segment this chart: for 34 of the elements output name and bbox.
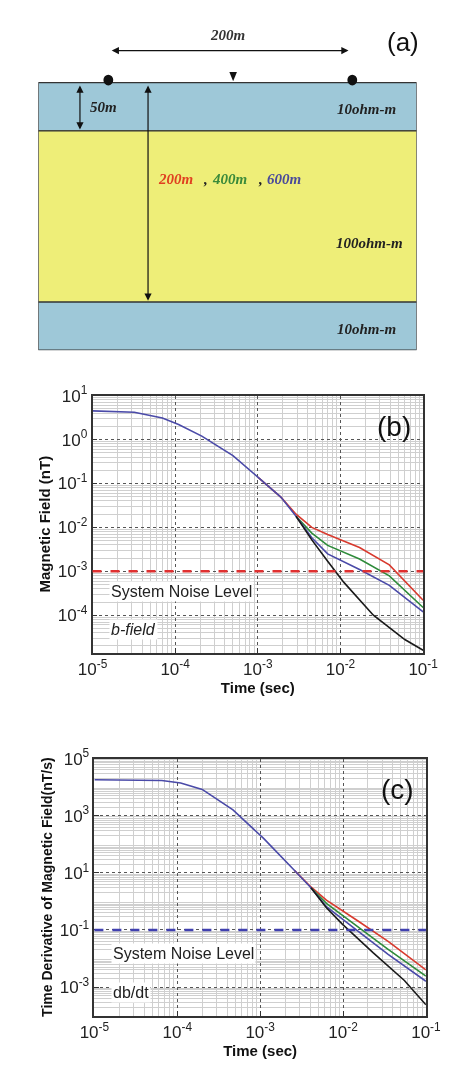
y-tick-label: 10$^{3}$ [63, 803, 90, 826]
x-tick-label: 10$^{-3}$ [245, 1019, 276, 1042]
y-tick-label: 10$^{1}$ [61, 383, 88, 406]
y-tick-label: 10$^{1}$ [63, 860, 90, 883]
x-tick-label: 10$^{-4}$ [160, 656, 191, 679]
annotation: b-field [111, 621, 156, 638]
text: 10ohm-m [337, 321, 397, 337]
text: (b) [377, 411, 412, 442]
y-tick-label: 10$^{-1}$ [59, 917, 90, 940]
text: (c) [381, 774, 414, 805]
x-tick-label: 10$^{-4}$ [162, 1019, 193, 1042]
x-tick-label: 10$^{-2}$ [325, 656, 356, 679]
x-axis-title: Time (sec) [220, 678, 295, 696]
x-tick-label: 10$^{-5}$ [79, 1019, 110, 1042]
x-tick-label: 10$^{-3}$ [243, 656, 273, 679]
x-tick-label: 10$^{-1}$ [408, 656, 439, 679]
y-tick-label: 10$^{-2}$ [57, 515, 88, 538]
y-tick-label: 10$^{-4}$ [57, 603, 88, 626]
x-tick-label: 10$^{-2}$ [328, 1019, 359, 1042]
y-axis-title: Time Derivative of Magnetic Field(nT/s) [38, 757, 55, 1017]
y-tick-label: 10$^{-1}$ [57, 471, 88, 494]
y-tick-label: 10$^{0}$ [61, 427, 88, 450]
text: 200m [210, 27, 246, 43]
annotation: System Noise Level [113, 945, 255, 962]
x-tick-label: 10$^{-5}$ [77, 656, 108, 679]
y-tick-label: 10$^{5}$ [63, 746, 90, 769]
annotation: System Noise Level [111, 583, 253, 600]
y-tick-label: 10$^{-3}$ [59, 974, 90, 998]
x-tick-label: 10$^{-1}$ [411, 1019, 442, 1042]
y-tick-label: 10$^{-3}$ [57, 559, 88, 582]
annotation: db/dt [113, 984, 150, 1001]
x-axis-title: Time (sec) [223, 1041, 298, 1059]
y-axis-title: Magnetic Field (nT) [35, 455, 53, 593]
text: (a) [387, 27, 419, 57]
